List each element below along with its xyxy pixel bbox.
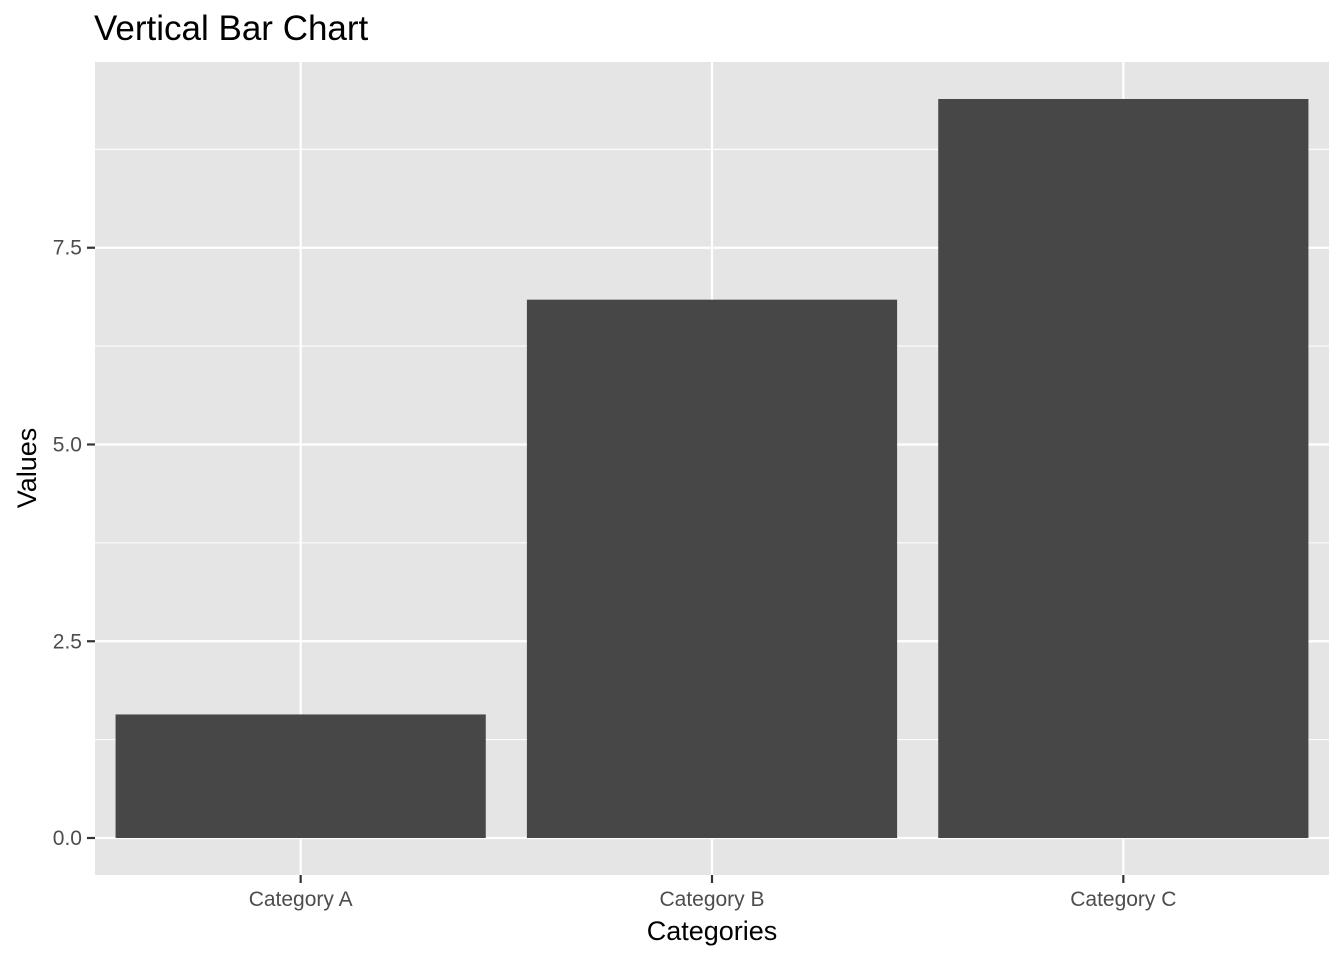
- x-tick-label: Category C: [1070, 888, 1176, 911]
- x-tick-label: Category B: [659, 888, 764, 911]
- y-tick-label: 0.0: [53, 827, 82, 850]
- x-axis-title: Categories: [647, 916, 778, 946]
- y-tick-label: 7.5: [53, 237, 82, 260]
- y-tick-label: 5.0: [53, 433, 82, 456]
- x-axis: Category A Category B Category C: [249, 875, 1176, 911]
- y-axis-title: Values: [12, 428, 42, 509]
- bar-category-c: [938, 98, 1309, 839]
- y-axis: 0.0 2.5 5.0 7.5: [53, 237, 95, 850]
- chart-title: Vertical Bar Chart: [94, 9, 369, 48]
- bar-category-a: [115, 714, 486, 839]
- bars: [115, 98, 1309, 839]
- bar-category-b: [526, 299, 898, 839]
- x-tick-label: Category A: [249, 888, 353, 911]
- y-tick-label: 2.5: [53, 630, 82, 653]
